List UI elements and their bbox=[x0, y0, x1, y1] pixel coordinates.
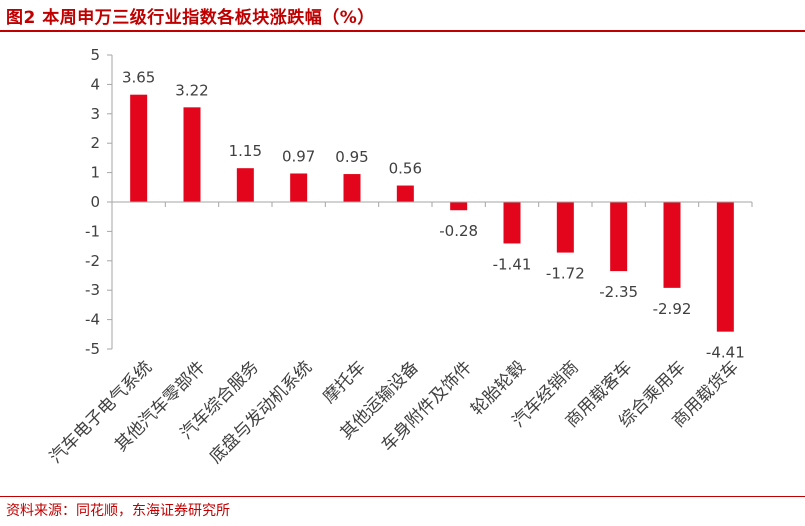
data-label: -2.92 bbox=[653, 300, 692, 318]
y-tick-label: 3 bbox=[90, 105, 100, 123]
y-tick-label: -3 bbox=[85, 281, 100, 299]
data-label: 0.97 bbox=[282, 147, 315, 165]
value-labels: 3.653.221.15 0.97 0.950.56-0.28-1.41-1.72-… bbox=[122, 69, 745, 362]
bar-chart: 5 4 3 2 1 0 -1 -2 -3 -4 -5 3.65 3.22 1.15 0.97 0.95 0.5… bbox=[46, 46, 753, 468]
data-label: 1.15 bbox=[229, 142, 262, 160]
y-tick-label: 4 bbox=[90, 75, 100, 93]
bar bbox=[556, 202, 574, 253]
bar bbox=[236, 168, 254, 202]
y-tick-label: -2 bbox=[85, 252, 100, 270]
y-tick-label: 2 bbox=[90, 134, 100, 152]
bars bbox=[130, 94, 734, 332]
x-tick-label: 底盘与发动机系统 bbox=[206, 357, 316, 467]
data-label: -4.41 bbox=[706, 344, 745, 362]
bar bbox=[716, 202, 734, 332]
data-label: 0.95 bbox=[335, 148, 368, 166]
data-label: 0.56 bbox=[389, 160, 422, 178]
bar bbox=[343, 174, 361, 202]
title-divider bbox=[0, 30, 805, 32]
bar bbox=[130, 94, 148, 202]
data-label: -1.72 bbox=[546, 265, 585, 283]
y-tick-label: -4 bbox=[85, 311, 100, 329]
data-label: -2.35 bbox=[599, 283, 638, 301]
bar bbox=[450, 202, 468, 211]
source-note: 资料来源：同花顺，东海证券研究所 bbox=[6, 503, 230, 519]
footer-divider bbox=[0, 496, 805, 497]
x-axis bbox=[111, 201, 753, 207]
bar bbox=[663, 202, 681, 288]
bar bbox=[503, 202, 521, 244]
bar bbox=[183, 107, 201, 202]
data-label: 3.65 bbox=[122, 69, 155, 87]
y-axis: 5 4 3 2 1 0 -1 -2 -3 -4 -5 bbox=[85, 46, 113, 358]
bar bbox=[290, 173, 308, 202]
bar bbox=[396, 185, 414, 202]
data-label: 3.22 bbox=[175, 81, 208, 99]
y-tick-label: 1 bbox=[90, 164, 100, 182]
y-tick-label: 5 bbox=[90, 46, 100, 64]
y-tick-label: -1 bbox=[85, 222, 100, 240]
y-tick-label: -5 bbox=[85, 340, 100, 358]
bar bbox=[610, 202, 628, 272]
y-tick-label: 0 bbox=[90, 193, 100, 211]
data-label: -1.41 bbox=[493, 255, 532, 273]
data-label: -0.28 bbox=[439, 222, 478, 240]
x-tick-label: 摩托车 bbox=[319, 357, 369, 407]
chart-title: 图2 本周申万三级行业指数各板块涨跌幅（%） bbox=[6, 8, 375, 28]
